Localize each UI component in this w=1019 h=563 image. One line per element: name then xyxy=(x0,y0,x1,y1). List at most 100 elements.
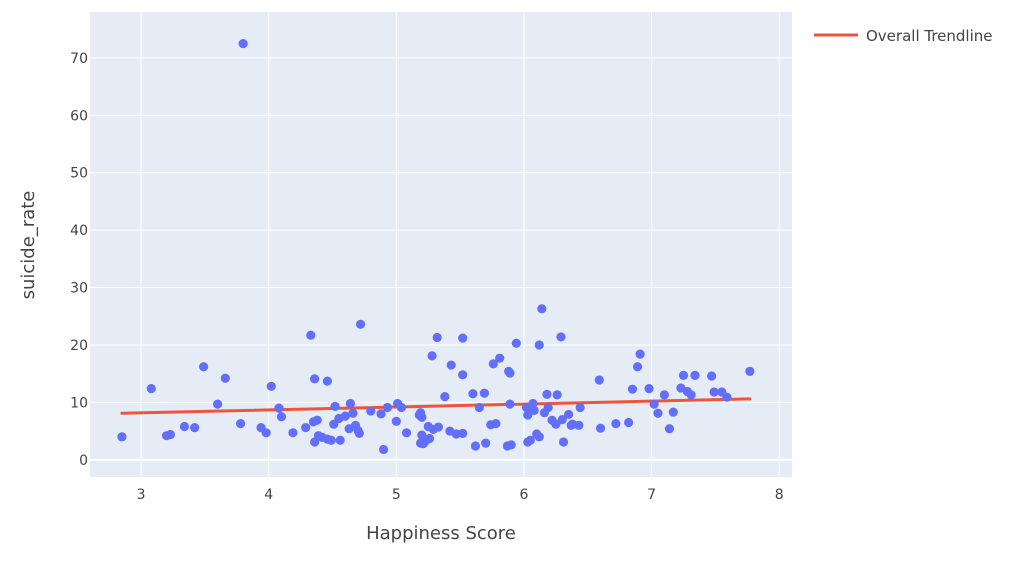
y-tick-labels: 0 10 20 30 40 50 60 70 xyxy=(70,51,88,469)
data-point[interactable] xyxy=(505,368,515,378)
data-point[interactable] xyxy=(288,428,298,438)
data-point[interactable] xyxy=(440,392,450,402)
data-point[interactable] xyxy=(238,38,248,49)
data-point[interactable] xyxy=(528,398,538,409)
data-point[interactable] xyxy=(213,399,223,409)
data-point[interactable] xyxy=(495,353,505,363)
data-point[interactable] xyxy=(427,351,437,361)
data-point[interactable] xyxy=(511,338,521,348)
data-point[interactable] xyxy=(236,419,246,429)
data-point[interactable] xyxy=(165,429,176,440)
data-point[interactable] xyxy=(198,362,209,372)
data-point[interactable] xyxy=(709,387,719,397)
data-point[interactable] xyxy=(458,370,468,380)
data-point[interactable] xyxy=(611,419,621,429)
data-point[interactable] xyxy=(354,428,364,438)
data-point[interactable] xyxy=(146,383,156,394)
data-point[interactable] xyxy=(491,419,501,429)
data-point[interactable] xyxy=(396,402,407,413)
data-point[interactable] xyxy=(635,349,645,359)
data-point[interactable] xyxy=(552,390,562,400)
data-point[interactable] xyxy=(488,359,498,369)
data-point[interactable] xyxy=(326,435,336,445)
data-point[interactable] xyxy=(542,389,552,399)
data-point[interactable] xyxy=(220,373,230,383)
x-tick-label: 8 xyxy=(775,487,784,503)
data-point[interactable] xyxy=(564,409,574,420)
data-point[interactable] xyxy=(330,401,340,411)
data-point[interactable] xyxy=(664,424,675,434)
data-point[interactable] xyxy=(179,421,190,432)
data-point[interactable] xyxy=(276,412,287,422)
data-point[interactable] xyxy=(722,392,732,402)
x-tick-label: 5 xyxy=(392,487,401,503)
data-point[interactable] xyxy=(481,438,491,448)
y-tick-label: 20 xyxy=(70,338,88,354)
data-point[interactable] xyxy=(537,304,547,314)
data-point[interactable] xyxy=(366,406,376,416)
data-point[interactable] xyxy=(668,407,678,417)
data-point[interactable] xyxy=(534,432,544,442)
data-point[interactable] xyxy=(627,384,638,394)
data-point[interactable] xyxy=(506,440,516,450)
data-point[interactable] xyxy=(659,390,669,400)
data-point[interactable] xyxy=(433,422,444,432)
data-point[interactable] xyxy=(261,428,271,438)
data-point[interactable] xyxy=(558,437,569,447)
data-point[interactable] xyxy=(556,332,566,342)
data-point[interactable] xyxy=(417,412,427,422)
data-point[interactable] xyxy=(378,444,389,455)
legend[interactable]: Overall Trendline xyxy=(814,27,993,45)
data-point[interactable] xyxy=(355,319,366,329)
data-point[interactable] xyxy=(470,441,481,451)
data-point[interactable] xyxy=(322,376,333,386)
data-point[interactable] xyxy=(301,423,311,433)
data-point[interactable] xyxy=(706,371,717,381)
data-point[interactable] xyxy=(474,402,484,413)
data-point[interactable] xyxy=(391,416,401,426)
data-point[interactable] xyxy=(624,417,634,428)
data-point[interactable] xyxy=(376,409,386,419)
data-point[interactable] xyxy=(117,432,127,442)
data-point[interactable] xyxy=(649,399,659,409)
data-point[interactable] xyxy=(446,360,456,370)
data-point[interactable] xyxy=(594,375,604,385)
data-point[interactable] xyxy=(653,408,663,418)
data-point[interactable] xyxy=(335,435,345,445)
data-point[interactable] xyxy=(340,411,350,421)
data-point[interactable] xyxy=(401,428,412,438)
data-point[interactable] xyxy=(529,405,539,416)
data-point[interactable] xyxy=(432,332,442,343)
data-point[interactable] xyxy=(312,415,322,425)
data-point[interactable] xyxy=(686,390,696,400)
data-point[interactable] xyxy=(468,389,478,399)
data-point[interactable] xyxy=(348,408,358,418)
data-point[interactable] xyxy=(310,374,320,384)
data-point[interactable] xyxy=(534,340,544,350)
data-point[interactable] xyxy=(525,435,535,445)
data-point[interactable] xyxy=(557,414,567,425)
data-point[interactable] xyxy=(690,370,700,380)
data-point[interactable] xyxy=(575,402,585,413)
data-point[interactable] xyxy=(306,330,316,340)
data-point[interactable] xyxy=(595,423,606,433)
data-point[interactable] xyxy=(632,362,643,372)
data-point[interactable] xyxy=(345,398,355,409)
data-point[interactable] xyxy=(551,419,561,429)
data-point[interactable] xyxy=(382,402,392,413)
legend-item-trendline[interactable]: Overall Trendline xyxy=(866,27,993,45)
data-point[interactable] xyxy=(574,420,584,430)
data-point[interactable] xyxy=(479,388,489,398)
data-point[interactable] xyxy=(644,383,654,394)
data-point[interactable] xyxy=(190,423,200,433)
data-point[interactable] xyxy=(505,399,515,409)
data-point[interactable] xyxy=(678,370,689,380)
data-point[interactable] xyxy=(523,410,533,420)
data-point[interactable] xyxy=(274,403,284,413)
data-point[interactable] xyxy=(458,333,468,343)
data-point[interactable] xyxy=(424,433,435,444)
data-point[interactable] xyxy=(266,381,276,391)
data-point[interactable] xyxy=(745,366,755,376)
data-point[interactable] xyxy=(543,402,553,413)
data-point[interactable] xyxy=(458,428,468,438)
